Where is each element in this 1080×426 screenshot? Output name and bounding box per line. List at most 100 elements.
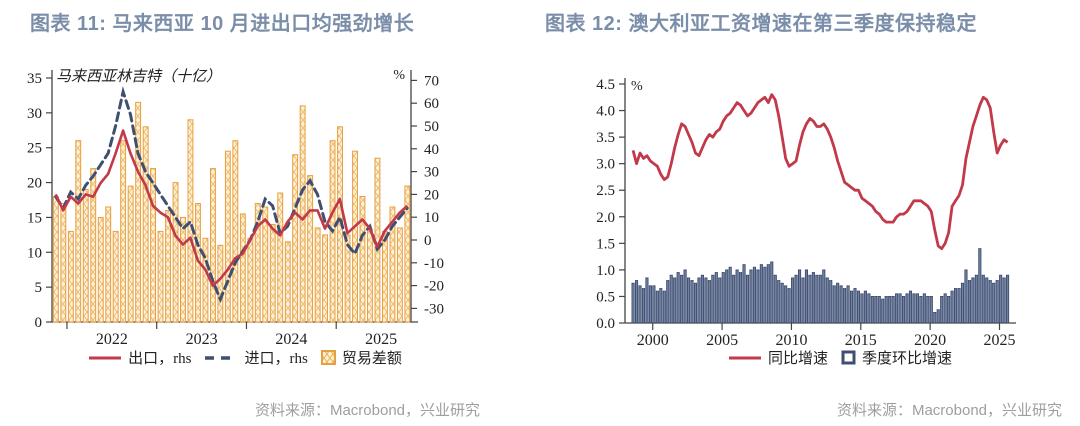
qoq-bar (908, 290, 913, 324)
qoq-bar (912, 293, 916, 324)
trade-balance-bar (352, 150, 359, 323)
legend-item-qoq: 季度环比增速 (841, 347, 952, 368)
tick-label: -20 (424, 279, 444, 295)
trade-balance-bar (90, 168, 97, 323)
trade-balance-bar (180, 216, 186, 323)
trade-balance-bar (172, 182, 179, 323)
chart1-source: 资料来源：Macrobond，兴业研究 (254, 402, 480, 419)
trade-balance-bar (284, 241, 291, 323)
trade-balance-bars (52, 101, 411, 323)
qoq-bar (964, 269, 968, 324)
trade-balance-bar (97, 216, 104, 323)
qoq-bar (891, 295, 895, 324)
tick-label: 2024 (275, 331, 307, 348)
trade-balance-bar (112, 230, 119, 323)
qoq-bar (995, 280, 999, 324)
trade-balance-bar (322, 234, 329, 323)
trade-balance-bar (292, 154, 299, 323)
qoq-bar (680, 274, 684, 324)
qoq-bar (641, 288, 646, 324)
qoq-bar (777, 280, 781, 324)
qoq-bar (874, 295, 878, 324)
trade-balance-bar (75, 140, 82, 323)
tick-label: 1.0 (596, 263, 615, 279)
trade-balance-bar (67, 230, 74, 323)
qoq-bar (631, 282, 635, 324)
qoq-bar (940, 295, 944, 324)
tick-label: 20 (424, 187, 439, 203)
qoq-bar (919, 295, 923, 324)
trade-balance-bar (120, 140, 127, 323)
legend-label-qoq: 季度环比增速 (862, 351, 953, 367)
navy-outlined-square-icon (841, 350, 856, 365)
qoq-bar (926, 295, 930, 324)
tick-label: 70 (424, 73, 439, 89)
imports-line (54, 86, 409, 304)
qoq-bar (801, 277, 805, 324)
qoq-bar (860, 293, 864, 324)
qoq-bar (832, 285, 836, 324)
qoq-bar (881, 298, 885, 324)
tick-label: 40 (424, 142, 439, 158)
qoq-bar (936, 309, 940, 324)
qoq-bar (645, 277, 649, 324)
tick-label: 60 (424, 96, 439, 112)
qoq-bar (843, 288, 847, 324)
tick-label: 3.5 (596, 130, 615, 146)
chart2-legend: 同比增速 季度环比增速 (640, 347, 1040, 368)
tick-label: 2023 (186, 331, 218, 348)
trade-balance-bar (359, 196, 366, 323)
trade-balance-bar (262, 206, 269, 323)
trade-balance-bar (127, 185, 134, 323)
tick-label: 0 (35, 315, 43, 331)
trade-balance-bar (396, 227, 403, 323)
qoq-bar (787, 288, 791, 324)
trade-balance-bar (232, 140, 239, 323)
trade-balance-bar (307, 175, 314, 323)
malaysia-trade-chart: 05101520253035-30-20-10010203040506070马来… (27, 68, 444, 348)
australia-wage-chart: 0.0 0.5 1.0 1.5 2.0 2.5 3.0 3.5 4.0 4.5 % 2000 2005 2… (596, 77, 1016, 349)
tick-label: -10 (424, 256, 444, 272)
legend-label-yoy: 同比增速 (767, 351, 828, 367)
qoq-bar (954, 288, 958, 324)
qoq-bar (960, 282, 965, 324)
tick-label: 0.5 (596, 289, 615, 305)
tick-label: 2025 (365, 331, 397, 348)
qoq-bar (836, 282, 840, 324)
qoq-bar (863, 290, 867, 324)
qoq-bar (763, 266, 767, 324)
qoq-bar (749, 269, 753, 324)
trade-balance-bar (389, 206, 396, 323)
qoq-bar (770, 261, 774, 324)
trade-balance-bar (52, 196, 59, 323)
tick-label: 20 (27, 176, 42, 192)
tick-label: 3.0 (596, 157, 615, 173)
qoq-bar (707, 280, 711, 324)
qoq-bar (638, 285, 642, 324)
trade-balance-bar (277, 192, 284, 323)
qoq-bar (648, 285, 652, 324)
qoq-bar (804, 269, 809, 324)
qoq-bar (732, 274, 736, 324)
qoq-bar (808, 274, 812, 324)
legend-item-yoy: 同比增速 (728, 347, 828, 368)
qoq-bar (967, 280, 971, 324)
qoq-bar (981, 274, 985, 324)
tick-label: % (631, 79, 643, 94)
trade-balance-bar (344, 234, 351, 323)
trade-balance-bar (404, 185, 411, 323)
qoq-bar (635, 280, 639, 324)
qoq-bar (1006, 274, 1010, 324)
trade-balance-bar (82, 189, 89, 323)
qoq-bar (950, 290, 954, 324)
qoq-bars (631, 248, 1010, 324)
qoq-bar (728, 266, 732, 324)
qoq-bar (922, 293, 926, 324)
tick-label: 2005 (706, 332, 738, 349)
qoq-bar (846, 285, 850, 324)
tick-label: 1.5 (596, 236, 615, 252)
qoq-bar (971, 277, 975, 324)
trade-balance-bar (135, 101, 142, 323)
qoq-bar (867, 293, 871, 324)
